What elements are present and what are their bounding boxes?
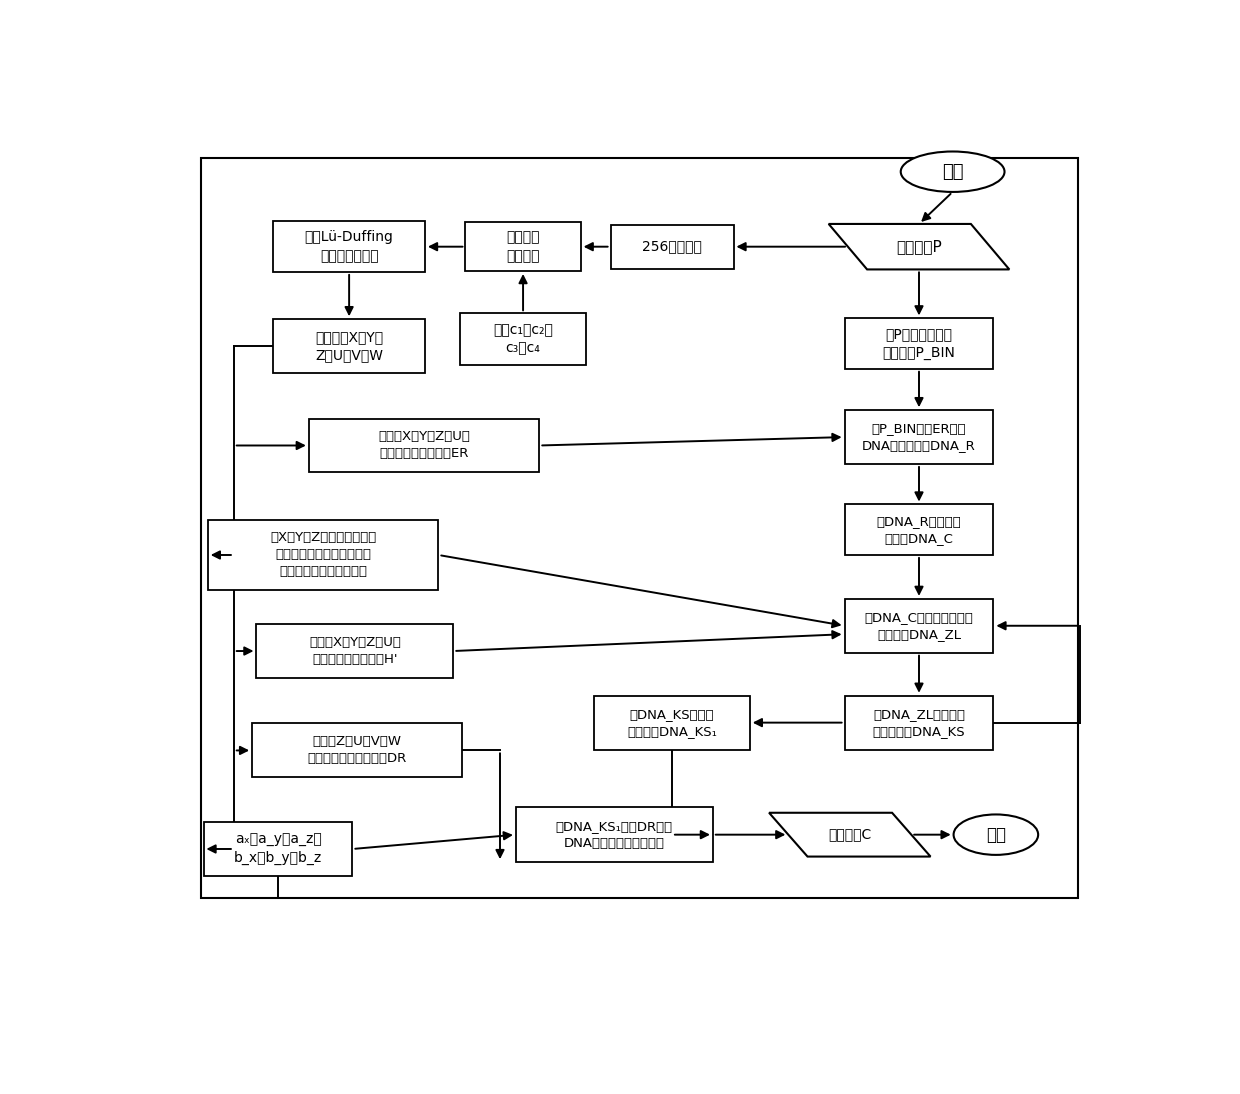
Text: 将DNA_KS转换为
二维矩阵DNA_KS₁: 将DNA_KS转换为 二维矩阵DNA_KS₁ <box>627 708 717 737</box>
Text: 对X、Y、Z进行排序，得到
位置索引序列，从而建立元
素置乱的非线性映射关系: 对X、Y、Z进行排序，得到 位置索引序列，从而建立元 素置乱的非线性映射关系 <box>270 532 376 579</box>
Text: 开始: 开始 <box>942 163 963 181</box>
FancyBboxPatch shape <box>309 419 539 473</box>
FancyBboxPatch shape <box>273 319 425 373</box>
Text: 对DNA_ZL进行扩散
操作，得到DNA_KS: 对DNA_ZL进行扩散 操作，得到DNA_KS <box>873 708 965 737</box>
Text: 对序列X、Y、Z、U修
正，并得到编码规则ER: 对序列X、Y、Z、U修 正，并得到编码规则ER <box>378 430 470 461</box>
FancyBboxPatch shape <box>257 624 454 678</box>
Text: 将P_BIN按照ER进行
DNA编码，得到DNA_R: 将P_BIN按照ER进行 DNA编码，得到DNA_R <box>862 422 976 452</box>
Ellipse shape <box>900 151 1004 191</box>
Text: 混沌系统
的初始值: 混沌系统 的初始值 <box>506 231 539 263</box>
FancyBboxPatch shape <box>610 224 734 269</box>
FancyBboxPatch shape <box>844 598 993 653</box>
FancyBboxPatch shape <box>844 318 993 369</box>
FancyBboxPatch shape <box>273 221 425 272</box>
Text: 结束: 结束 <box>986 826 1006 843</box>
FancyBboxPatch shape <box>594 696 750 749</box>
Text: 将DNA_R转换为立
方矩阵DNA_C: 将DNA_R转换为立 方矩阵DNA_C <box>877 514 961 545</box>
FancyBboxPatch shape <box>203 822 352 876</box>
Polygon shape <box>769 813 930 857</box>
FancyBboxPatch shape <box>252 723 461 778</box>
Text: 混沌序列X、Y、
Z、U、V、W: 混沌序列X、Y、 Z、U、V、W <box>315 330 383 362</box>
FancyBboxPatch shape <box>208 521 439 590</box>
FancyBboxPatch shape <box>844 504 993 555</box>
Text: 明文图像P: 明文图像P <box>897 240 942 254</box>
Polygon shape <box>828 224 1009 269</box>
Text: 密钥c₁、c₂、
c₃、c₄: 密钥c₁、c₂、 c₃、c₄ <box>494 323 553 356</box>
FancyBboxPatch shape <box>516 807 713 862</box>
Text: 密文图像C: 密文图像C <box>828 828 872 841</box>
FancyBboxPatch shape <box>460 313 587 365</box>
Text: 256位哈希值: 256位哈希值 <box>642 240 702 254</box>
FancyBboxPatch shape <box>465 222 580 271</box>
Text: 对序列Z、U、V、W
修正，并得到解码规则DR: 对序列Z、U、V、W 修正，并得到解码规则DR <box>308 735 407 766</box>
Text: 六维Lü-Duffing
复合超混沌系统: 六维Lü-Duffing 复合超混沌系统 <box>305 231 393 263</box>
FancyBboxPatch shape <box>844 696 993 749</box>
Text: 对DNA_C进行双重置乱操
作，得到DNA_ZL: 对DNA_C进行双重置乱操 作，得到DNA_ZL <box>864 610 973 641</box>
Text: aₓ、a_y、a_z、
b_x、b_y、b_z: aₓ、a_y、a_z、 b_x、b_y、b_z <box>234 833 322 865</box>
Text: 将DNA_KS₁按照DR进行
DNA解码并转换为十进制: 将DNA_KS₁按照DR进行 DNA解码并转换为十进制 <box>556 819 673 850</box>
Text: 对序列X、Y、Z、U修
正，并得到立方矩阵H': 对序列X、Y、Z、U修 正，并得到立方矩阵H' <box>309 636 401 666</box>
FancyBboxPatch shape <box>844 410 993 464</box>
Text: 将P进行位平面分
解，得到P_BIN: 将P进行位平面分 解，得到P_BIN <box>883 327 956 360</box>
Ellipse shape <box>954 814 1038 854</box>
